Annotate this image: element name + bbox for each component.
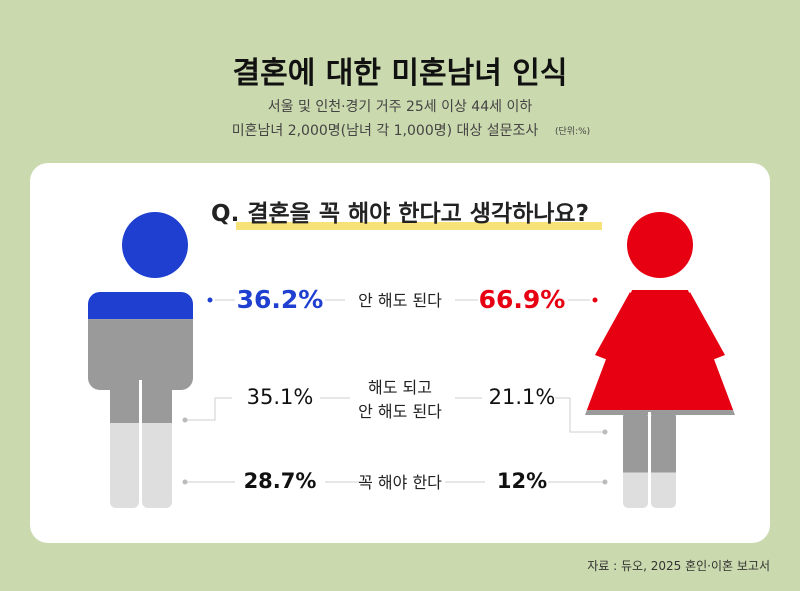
category-label: 꼭 해야 한다 (358, 473, 442, 492)
question: Q. 결혼을 꼭 해야 한다고 생각하나요? (211, 201, 589, 227)
dots (182, 297, 608, 485)
value-label: 28.7% (243, 469, 317, 493)
source: 자료 : 듀오, 2025 혼인·이혼 보고서 (587, 559, 770, 573)
category-label: 해도 되고 안 해도 된다 (358, 378, 442, 421)
subtitle: 서울 및 인천·경기 거주 25세 이상 44세 이하 (267, 99, 533, 115)
figure-segment (585, 472, 735, 508)
figure-segment (585, 212, 735, 411)
figure-segment (585, 410, 735, 473)
value-label: 66.9% (478, 285, 566, 314)
category-label: 안 해도 된다 (358, 291, 442, 310)
title: 결혼에 대한 미혼남녀 인식 (232, 56, 568, 91)
unit-note: (단위:%) (555, 127, 591, 137)
value-label: 36.2% (236, 285, 324, 314)
figure (585, 212, 735, 508)
highlight (236, 222, 602, 230)
connectors (185, 299, 605, 483)
figure-segment (88, 212, 193, 320)
value-label: 12% (496, 469, 548, 493)
value-label: 21.1% (488, 385, 556, 409)
value-label: 35.1% (246, 385, 314, 409)
subtitle: 미혼남녀 2,000명(남녀 각 1,000명) 대상 설문조사 (231, 123, 539, 139)
